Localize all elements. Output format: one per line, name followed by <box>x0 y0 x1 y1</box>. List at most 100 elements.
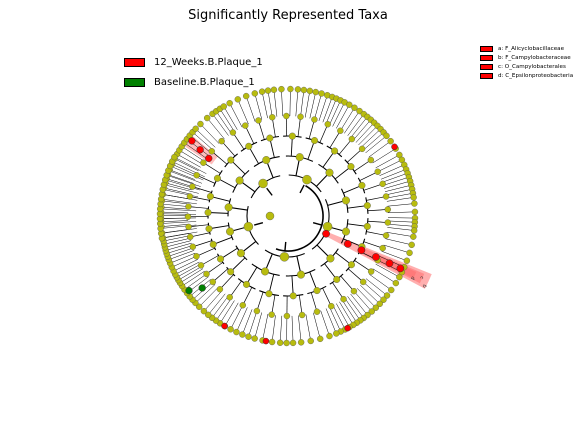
branch <box>329 130 341 149</box>
leaf-branch <box>178 266 202 281</box>
root-node <box>265 211 275 221</box>
leaf-branch <box>184 142 207 159</box>
leaf-branch <box>386 232 414 237</box>
branch <box>271 294 276 315</box>
taxon-node <box>227 268 235 276</box>
leaf-branch <box>313 312 321 339</box>
branch <box>367 209 388 212</box>
legend-label-12-weeks: 12_Weeks.B.Plaque_1 <box>154 56 263 68</box>
leaf-branch <box>381 250 407 261</box>
taxon-node <box>265 290 273 298</box>
leaf-branch <box>375 154 400 169</box>
enriched-node <box>357 246 366 255</box>
leaf-branch <box>273 89 278 117</box>
taxon-node <box>313 287 321 295</box>
taxon-node <box>296 270 305 279</box>
taxon-node <box>411 208 419 216</box>
leaf-branch <box>369 274 392 291</box>
taxon-node <box>396 273 403 281</box>
leaf-branch <box>203 290 222 312</box>
leaf-branch <box>385 188 413 196</box>
taxon-node <box>268 311 275 318</box>
taxon-node <box>227 326 234 333</box>
taxon-node <box>239 331 246 338</box>
leaf-branch <box>161 193 198 201</box>
legend-label-baseline: Baseline.B.Plaque_1 <box>154 76 255 88</box>
leaf-branch <box>314 93 322 120</box>
leaf-branch <box>192 131 214 151</box>
taxon-node <box>367 268 375 275</box>
leaf-branch <box>237 99 249 125</box>
branch <box>363 183 383 191</box>
leaf-branch <box>289 89 291 117</box>
baseline-node <box>185 286 193 295</box>
taxon-node <box>298 311 306 319</box>
leaf-branch <box>165 242 192 251</box>
taxon-node <box>261 267 270 276</box>
leaf-branch <box>341 299 358 323</box>
leaf-branch <box>166 178 193 187</box>
leaf-branch <box>195 284 216 304</box>
taxon-node <box>213 174 221 182</box>
taxon-node <box>350 287 358 295</box>
taxa-legend-item: a: F_Alicyclobacillaceae <box>480 44 573 53</box>
leaf-branch <box>175 261 200 275</box>
branch <box>338 138 353 155</box>
leaf-branch <box>163 235 191 242</box>
leaf-branch <box>347 296 364 319</box>
taxon-node <box>322 221 333 232</box>
taxon-node <box>317 335 324 343</box>
taxa-swatch <box>480 54 493 61</box>
leaf-branch <box>245 95 256 122</box>
taxon-node <box>209 278 217 286</box>
leaf-branch <box>176 153 201 168</box>
branch <box>298 295 303 316</box>
taxon-node <box>220 103 227 110</box>
leaf-branch <box>161 228 197 234</box>
leaf-branch <box>254 93 263 120</box>
enriched-node <box>221 322 228 330</box>
taxon-node <box>262 156 271 165</box>
leaf-branch <box>332 305 346 330</box>
taxa-legend-item: c: O_Campylobacterales <box>480 62 573 71</box>
branch <box>258 120 265 140</box>
leaf-branch <box>385 238 412 246</box>
branch <box>188 224 209 228</box>
leaf-branch <box>262 313 269 341</box>
leaf-branch <box>350 116 368 139</box>
leaf-branch <box>387 203 415 207</box>
legend-item-12-weeks: 12_Weeks.B.Plaque_1 <box>124 52 263 72</box>
leaf-branch <box>329 306 341 332</box>
taxon-node <box>383 132 390 140</box>
taxon-node <box>337 127 344 134</box>
leaf-branch <box>281 89 284 117</box>
taxon-node <box>289 339 297 347</box>
leaf-branch <box>195 128 216 148</box>
leaf-branch <box>184 273 207 290</box>
leaf-branch <box>181 270 205 287</box>
taxon-node <box>253 307 261 315</box>
leaf-branch <box>166 245 193 254</box>
taxon-node <box>376 300 383 308</box>
leaf-branch <box>384 180 411 189</box>
leaf-branch <box>365 278 388 296</box>
leaf-branch <box>208 293 226 315</box>
clade-letter-label: d <box>409 275 416 280</box>
taxon-node <box>227 156 235 164</box>
taxa-swatch <box>480 72 493 79</box>
leaf-branch <box>173 259 198 272</box>
leaf-branch <box>356 288 377 308</box>
leaf-branch <box>229 103 243 128</box>
branch <box>354 159 372 172</box>
taxon-node <box>224 203 233 212</box>
leaf-branch <box>363 281 384 300</box>
branch <box>366 231 387 236</box>
taxon-node <box>411 200 418 207</box>
taxon-node <box>358 181 366 189</box>
leaf-branch <box>248 310 258 337</box>
baseline-node <box>198 284 206 292</box>
taxon-node <box>408 241 415 249</box>
taxa-legend-item: b: F_Campylobacteraceae <box>480 53 573 62</box>
leaf-branch <box>325 308 337 334</box>
enriched-node <box>205 154 213 163</box>
